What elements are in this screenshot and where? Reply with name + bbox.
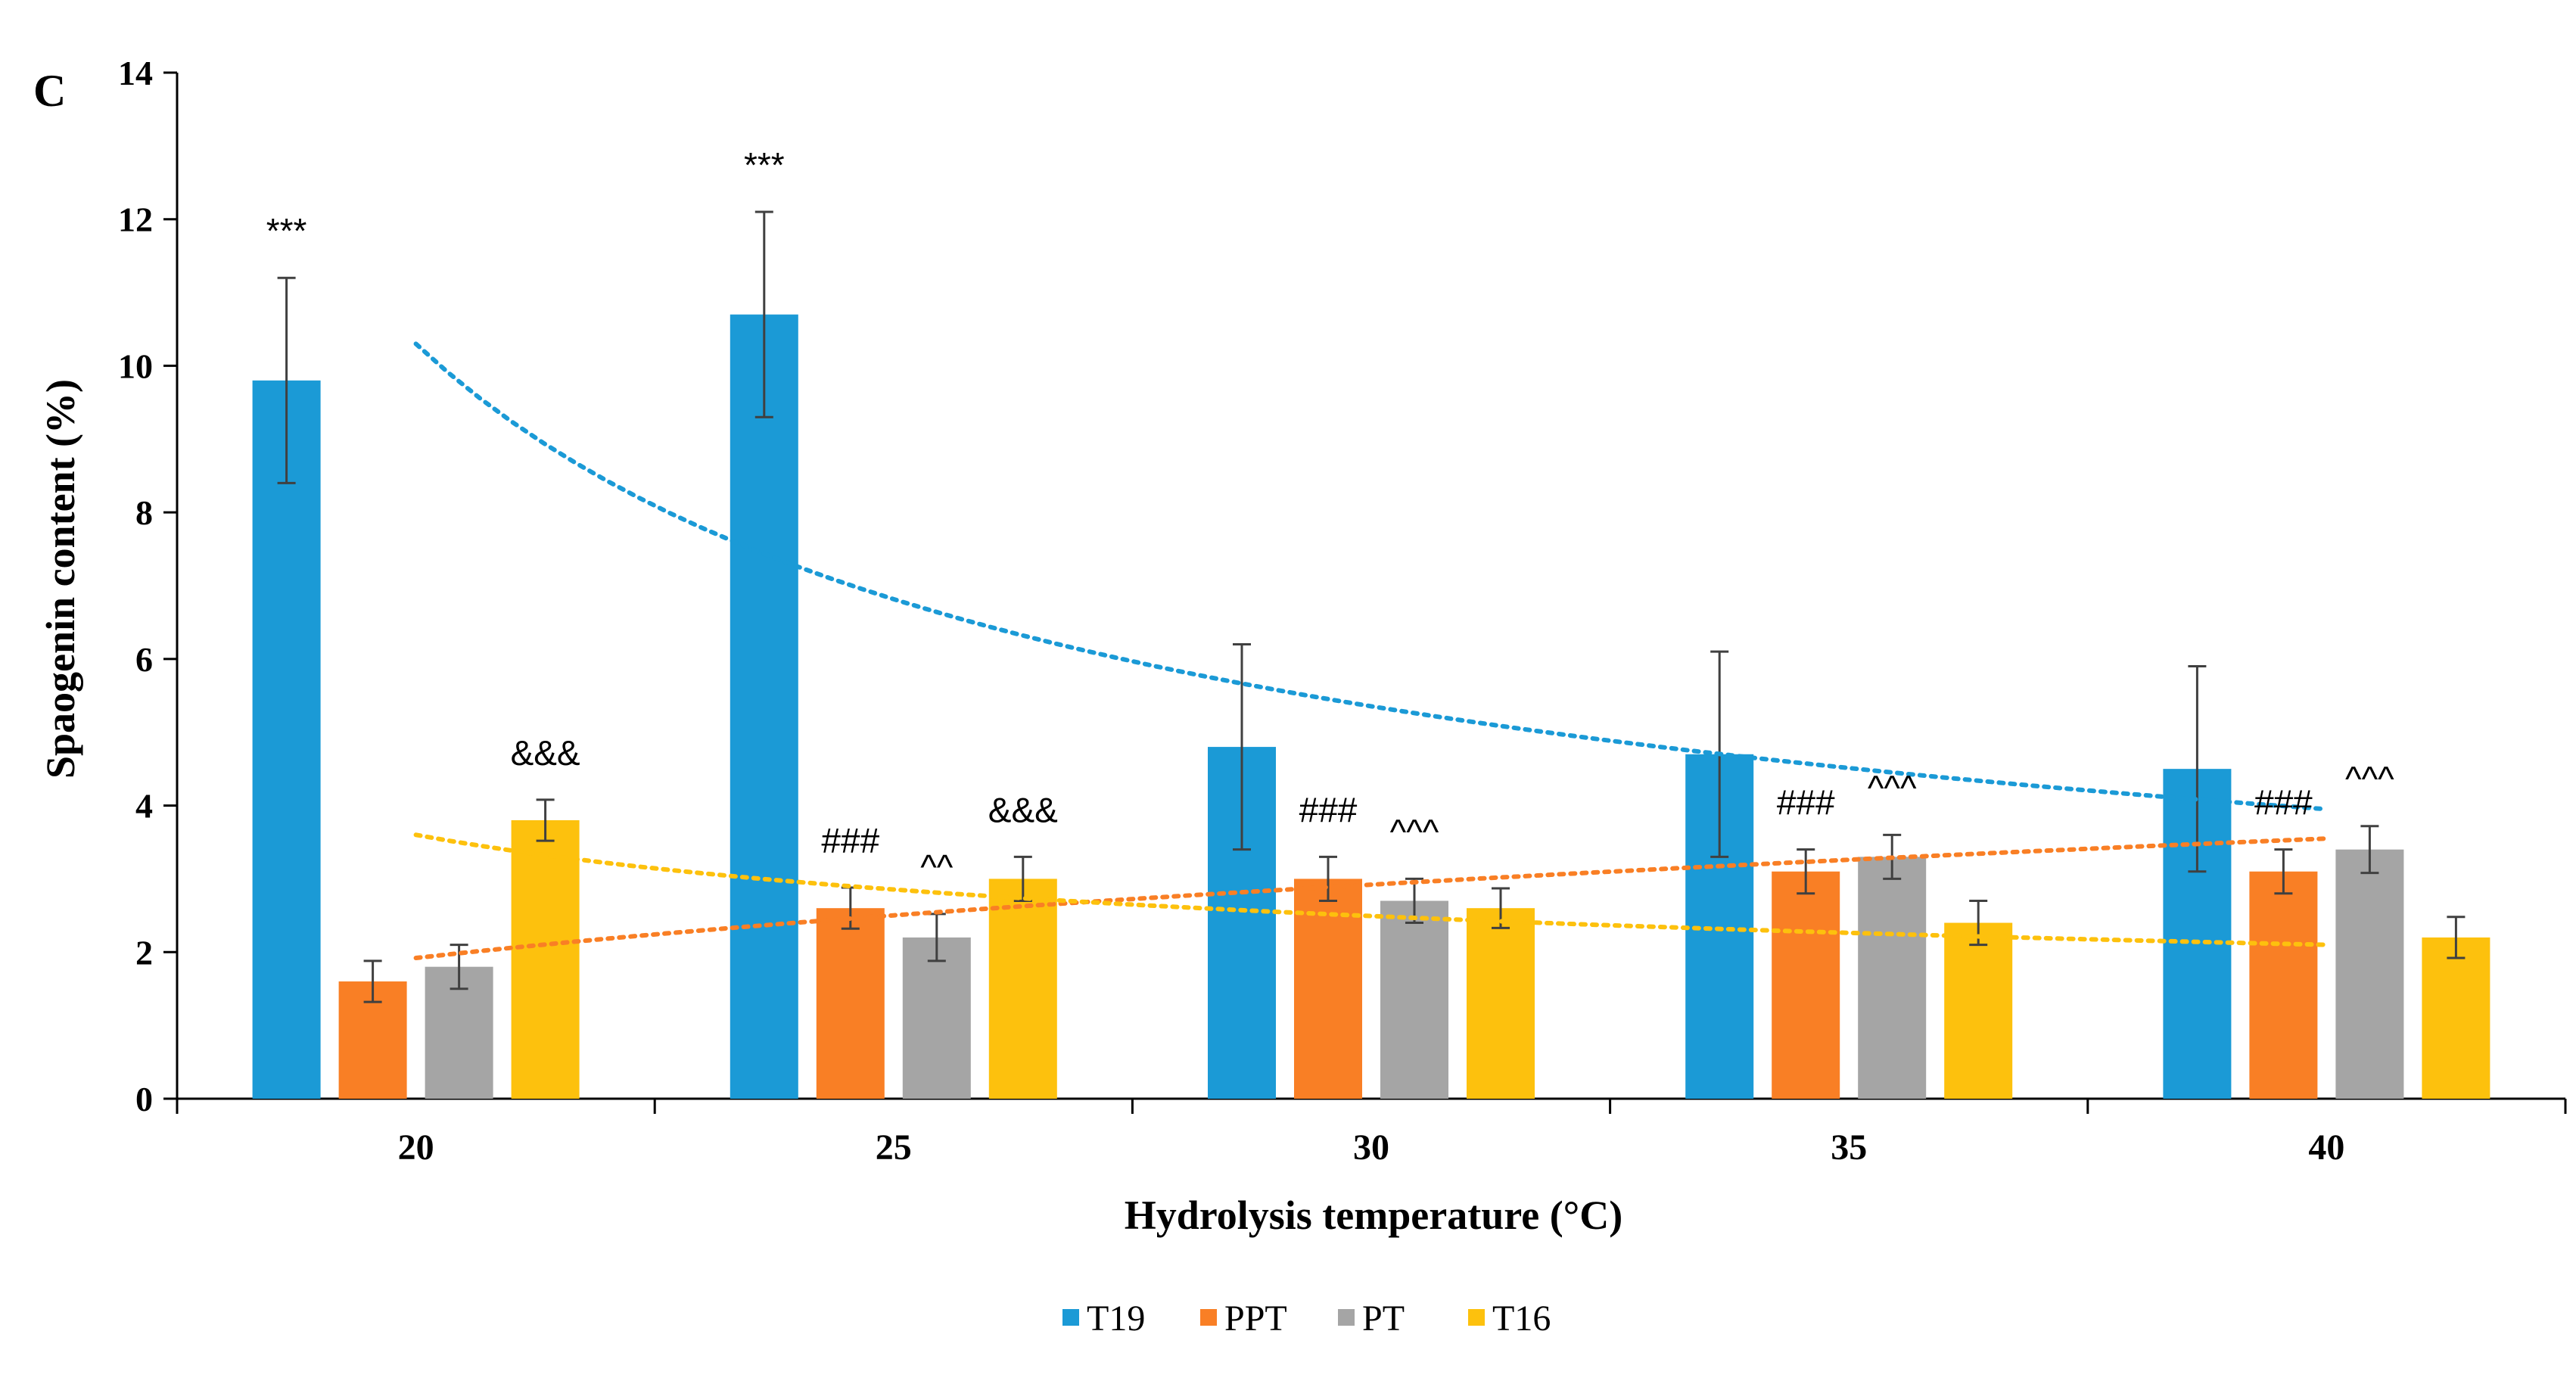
bar-ppt-30	[1294, 879, 1362, 1099]
significance-label: ###	[821, 821, 879, 860]
legend-label-t16: T16	[1492, 1298, 1551, 1339]
bar-ppt-35	[1772, 871, 1840, 1099]
significance-label: &&&	[511, 733, 580, 773]
bar-pt-30	[1380, 900, 1448, 1099]
x-tick-label: 20	[398, 1127, 434, 1168]
significance-label: ^^^	[1868, 768, 1917, 807]
x-tick-label: 40	[2308, 1127, 2344, 1168]
y-axis-title: Spaogenin content (%)	[38, 379, 83, 779]
significance-label: ^^^	[1390, 812, 1439, 851]
x-tick-label: 35	[1831, 1127, 1867, 1168]
trendline-t19	[413, 341, 2329, 812]
trendline-t16	[413, 832, 2329, 947]
trendline-ppt	[413, 836, 2329, 960]
significance-label: ^^^	[2345, 760, 2394, 799]
bars	[252, 314, 2490, 1099]
legend: T19 PPT PT T16	[1062, 1298, 1551, 1339]
legend-label-ppt: PPT	[1224, 1298, 1287, 1339]
bar-ppt-40	[2249, 871, 2318, 1099]
bar-t16-20	[511, 819, 580, 1099]
significance-label: ***	[744, 145, 785, 185]
panel-label: C	[33, 66, 66, 116]
legend-swatch-ppt	[1200, 1309, 1217, 1326]
y-tick-label: 12	[118, 201, 153, 239]
trendlines	[413, 341, 2329, 960]
bar-t16-25	[988, 879, 1057, 1099]
bar-t19-25	[730, 314, 798, 1099]
y-tick-label: 2	[135, 933, 153, 972]
bar-ppt-25	[816, 908, 885, 1099]
significance-label: ###	[1299, 790, 1358, 829]
bar-t16-30	[1467, 908, 1535, 1099]
y-tick-label: 10	[118, 347, 153, 385]
y-tick-label: 8	[135, 493, 153, 532]
significance-label: &&&	[988, 790, 1058, 829]
y-tick-label: 14	[118, 54, 153, 92]
bar-t19-20	[252, 380, 321, 1099]
y-tick-label: 4	[135, 787, 153, 826]
legend-label-pt: PT	[1362, 1298, 1405, 1339]
significance-label: ^^	[920, 847, 954, 887]
bar-pt-40	[2335, 849, 2404, 1099]
legend-swatch-pt	[1338, 1309, 1355, 1326]
significance-label: ###	[1777, 783, 1835, 823]
y-tick-label: 6	[135, 640, 153, 679]
x-tick-label: 25	[876, 1127, 912, 1168]
legend-label-t19: T19	[1087, 1298, 1145, 1339]
bar-pt-25	[902, 937, 971, 1099]
x-axis-title: Hydrolysis temperature (°C)	[1125, 1193, 1623, 1238]
bar-t16-35	[1944, 922, 2013, 1099]
significance-label: ###	[2254, 783, 2313, 823]
significance-annotations: ******###### ### ###^^^^^^^^ ^^^&&&&&&	[266, 145, 2394, 887]
significance-label: ***	[266, 211, 307, 250]
x-tick-label: 30	[1353, 1127, 1389, 1168]
bar-pt-35	[1858, 857, 1927, 1099]
y-tick-label: 0	[135, 1080, 153, 1118]
bar-t16-40	[2422, 937, 2490, 1099]
legend-swatch-t19	[1062, 1309, 1079, 1326]
legend-swatch-t16	[1468, 1309, 1485, 1326]
